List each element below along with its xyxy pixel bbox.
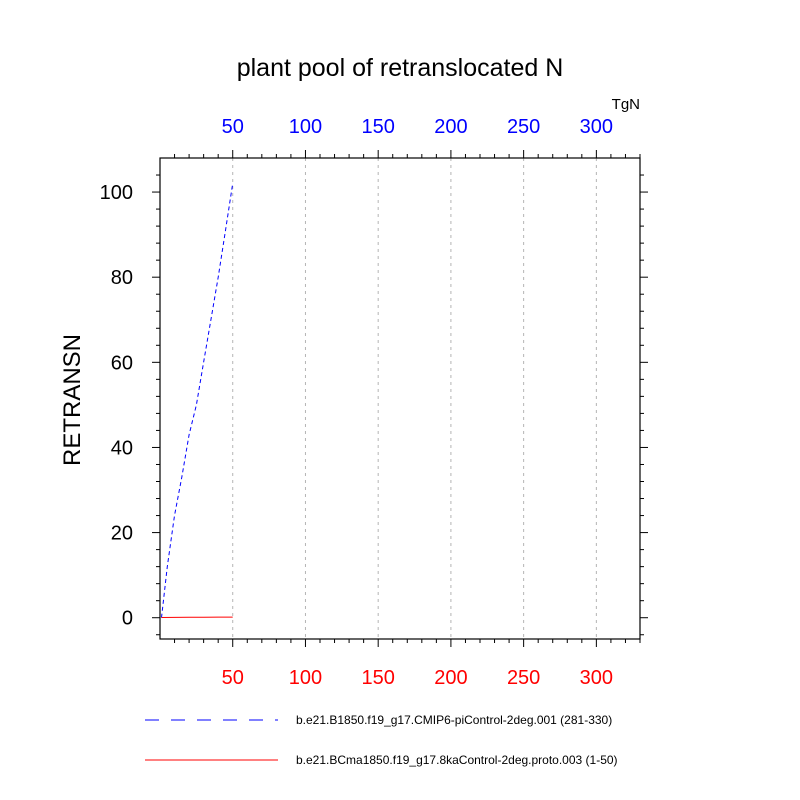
units-label: TgN [612, 96, 640, 113]
grid-lines [232, 158, 597, 639]
plot-frame [159, 157, 641, 640]
series-lines [161, 183, 234, 618]
x-tick-label-top-100: 100 [289, 116, 322, 138]
legend: b.e21.B1850.f19_g17.CMIP6-piControl-2deg… [145, 713, 618, 767]
x-tick-label-bottom-200: 200 [434, 667, 467, 689]
legend-label-1: b.e21.B1850.f19_g17.CMIP6-piControl-2deg… [296, 713, 612, 727]
y-tick-label-20: 20 [111, 523, 133, 545]
y-tick-label-80: 80 [111, 267, 133, 289]
x-tick-label-top-250: 250 [507, 116, 540, 138]
y-tick-label-40: 40 [111, 437, 133, 459]
axes: 50 100 150 200 250 300 50 100 150 200 250 300 0 20 40 6… [100, 116, 648, 689]
x-tick-label-bottom-150: 150 [361, 667, 394, 689]
chart-title: plant pool of retranslocated N [237, 54, 564, 82]
x-tick-label-bottom-300: 300 [580, 667, 613, 689]
x-tick-label-top-200: 200 [434, 116, 467, 138]
y-axis-label: RETRANSN [59, 334, 86, 466]
x-tick-label-bottom-100: 100 [289, 667, 322, 689]
series-line-1 [161, 183, 234, 618]
y-tick-label-60: 60 [111, 352, 133, 374]
x-tick-label-top-300: 300 [580, 116, 613, 138]
x-tick-label-top-50: 50 [222, 116, 244, 138]
x-tick-label-bottom-50: 50 [222, 667, 244, 689]
y-tick-label-0: 0 [122, 608, 133, 630]
y-tick-label-100: 100 [100, 182, 133, 204]
legend-label-2: b.e21.BCma1850.f19_g17.8kaControl-2deg.p… [296, 753, 618, 767]
x-tick-label-bottom-250: 250 [507, 667, 540, 689]
x-tick-label-top-150: 150 [361, 116, 394, 138]
